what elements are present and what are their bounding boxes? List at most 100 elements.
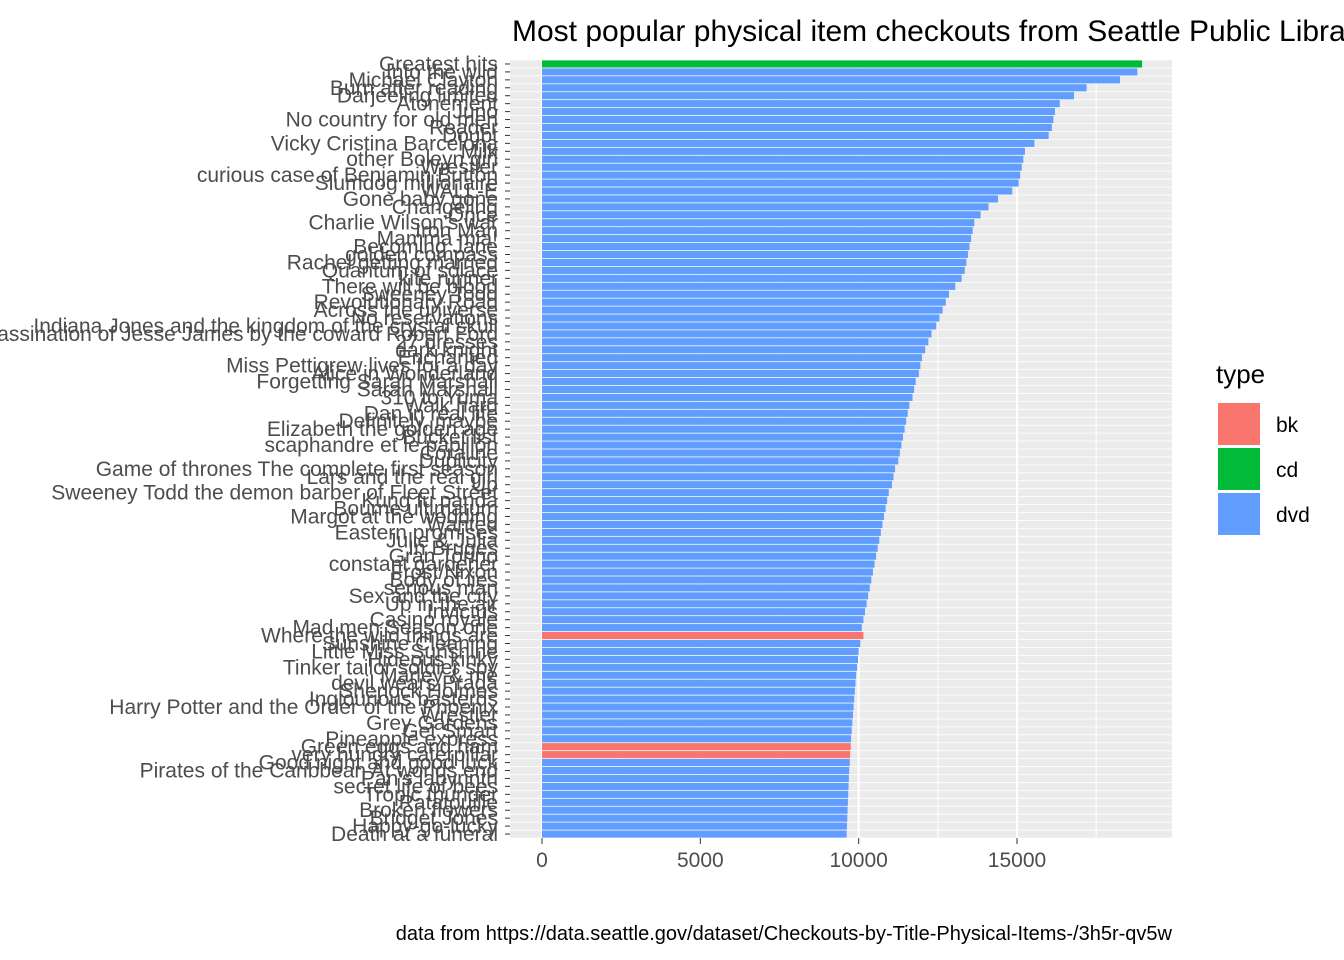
bar — [542, 592, 869, 600]
y-tick-label: Gran Torino — [389, 545, 498, 568]
bar — [542, 703, 854, 711]
bar — [542, 576, 872, 584]
y-tick-label: 310 to Yuma — [380, 386, 498, 409]
bar — [542, 489, 889, 497]
y-tick-label: Broken flowers — [359, 799, 498, 822]
chart-caption: data from https://data.seattle.gov/datas… — [396, 923, 1173, 945]
bar — [542, 187, 1013, 195]
bar — [542, 393, 913, 401]
y-tick-label: Hideous kinky — [367, 648, 498, 671]
y-tick-label: very hungry caterpillar — [291, 744, 498, 767]
bar — [542, 306, 943, 314]
y-tick-label: Becoming Jane — [353, 236, 498, 259]
legend-swatch-bk — [1218, 403, 1260, 445]
y-tick-label: Happy-go-lucky — [352, 815, 498, 838]
y-tick-label: Alice in Wonderland — [312, 363, 498, 386]
y-tick-label: devil wears Prada — [331, 672, 498, 695]
bar — [542, 409, 908, 417]
bar — [542, 449, 900, 457]
y-tick-label: No reservations — [351, 307, 498, 330]
legend-title: type — [1216, 359, 1265, 389]
bar — [542, 695, 855, 703]
y-tick-label: golden compass — [345, 244, 498, 267]
bar — [542, 782, 849, 790]
bar — [542, 457, 899, 465]
bar — [542, 560, 875, 568]
y-tick-label: WALL-E — [421, 180, 498, 203]
y-tick-label: assassination of Jesse James by the cowa… — [0, 323, 498, 346]
bar — [542, 377, 916, 386]
bar — [542, 108, 1055, 116]
y-tick-label: Sherlock Holmes — [339, 680, 498, 703]
y-tick-label: Frost/Nixon — [391, 561, 498, 584]
bar — [542, 100, 1060, 108]
bar — [542, 774, 849, 783]
y-tick-label: Casino royale — [370, 609, 498, 632]
bar — [542, 179, 1019, 187]
bar — [542, 473, 894, 481]
y-tick-label: Body of lies — [389, 569, 498, 592]
y-tick-label: Wanted — [426, 513, 498, 536]
bar — [542, 465, 896, 473]
bar — [542, 60, 1143, 68]
bar — [542, 163, 1022, 171]
y-tick-label: Vicky Cristina Barcelona — [271, 132, 499, 155]
bar — [542, 608, 865, 616]
bar — [542, 504, 886, 513]
y-tick-label: 27 dresses — [395, 331, 498, 354]
bar — [542, 195, 998, 203]
y-tick-label: Burn after reading — [330, 77, 498, 100]
y-tick-label: Pirates of the Caribbean At worlds end — [140, 760, 498, 783]
x-tick-label: 15000 — [988, 849, 1046, 872]
bar — [542, 624, 862, 632]
y-tick-label: Invictus — [427, 601, 498, 624]
chart-title: Most popular physical item checkouts fro… — [512, 15, 1344, 48]
legend: type bk cd dvd — [1216, 359, 1310, 535]
y-tick-label: Mad men Season one — [293, 617, 498, 640]
y-tick-label: Mamma mia! — [377, 228, 498, 251]
y-tick-label: Revolutionary Road — [314, 291, 498, 314]
y-tick-label: There will be blood — [322, 275, 498, 298]
bar — [542, 647, 859, 656]
bar — [542, 298, 946, 306]
bar — [542, 314, 940, 322]
y-tick-label: Tinker tailor soldier spy — [283, 656, 499, 679]
y-tick-label: Up — [471, 474, 498, 497]
y-tick-label: Pineapple express — [325, 728, 498, 751]
bar — [542, 544, 878, 552]
bar — [542, 798, 848, 806]
bar — [542, 84, 1087, 92]
y-tick-label: Sarah Marshall — [357, 378, 498, 401]
y-tick-label: Lars and the real girl — [307, 466, 498, 489]
y-tick-label: Slumdog millionaire — [315, 172, 498, 195]
y-tick-label: Sweeney Todd — [361, 283, 498, 306]
y-tick-label: other Boleyn girl — [346, 148, 498, 171]
bar — [542, 631, 864, 640]
bar — [542, 227, 973, 235]
y-tick-label: Indiana Jones and the kingdom of the cry… — [33, 315, 498, 338]
bar — [542, 497, 888, 505]
y-tick-label: Across the universe — [314, 299, 498, 322]
y-tick-label: Julie & Julia — [386, 529, 498, 552]
bar — [542, 417, 907, 425]
bar — [542, 751, 851, 759]
y-tick-label: Sex and the city — [349, 585, 499, 608]
bar — [542, 258, 967, 267]
y-tick-label: Doubt — [442, 124, 498, 147]
bar — [542, 219, 975, 227]
y-tick-label: Definitely, maybe — [338, 410, 498, 433]
bar — [542, 171, 1021, 179]
y-tick-label: Forgetting Sarah Marshall — [256, 371, 498, 394]
bar — [542, 528, 881, 536]
y-tick-label: Miss Pettigrew lives for a day — [226, 355, 498, 378]
bar — [542, 401, 910, 409]
y-tick-label: Grey Gardens — [366, 712, 498, 735]
bar — [542, 766, 850, 775]
y-tick-label: Sweeney Todd the demon barber of Fleet S… — [51, 482, 498, 505]
bar — [542, 203, 989, 211]
y-tick-label: serious man — [384, 577, 498, 600]
y-tick-label: No country for old men — [286, 109, 498, 132]
y-tick-label: Where the wild things are — [261, 625, 498, 648]
